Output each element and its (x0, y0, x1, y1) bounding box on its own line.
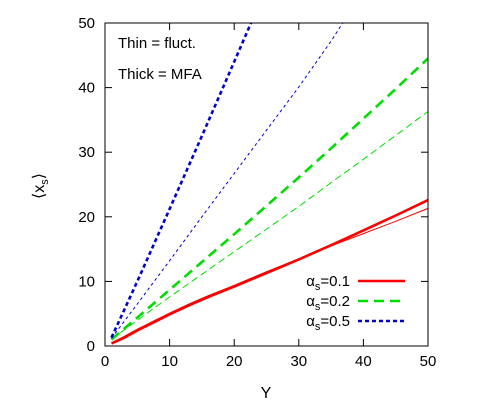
x-tick-label: 0 (101, 353, 109, 370)
y-tick-label: 0 (87, 338, 95, 355)
legend-label: αs=0.1 (306, 273, 350, 293)
y-tick-label: 10 (78, 273, 95, 290)
x-tick-label: 40 (355, 353, 372, 370)
legend: αs=0.1αs=0.2αs=0.5 (306, 273, 405, 333)
series-layer (110, 23, 428, 345)
x-tick-label: 50 (420, 353, 437, 370)
x-axis-title: Y (261, 385, 272, 402)
y-tick-label: 30 (78, 144, 95, 161)
x-tick-label: 30 (290, 353, 307, 370)
legend-label: αs=0.2 (306, 293, 350, 313)
y-tick-label: 40 (78, 80, 95, 97)
series-line-alpha-02-fluct (111, 111, 428, 340)
series-line-alpha-05-fluct (111, 23, 344, 339)
y-axis-title: ⟨xs⟩ (31, 173, 51, 199)
x-tick-label: 20 (226, 353, 243, 370)
series-line-alpha-01-fluct (111, 207, 428, 344)
x-tick-label: 10 (161, 353, 178, 370)
series-line-alpha-02-mfa (110, 57, 428, 341)
plot-frame (104, 22, 429, 347)
annotation-thin: Thin = fluct. (118, 35, 196, 52)
legend-label: αs=0.5 (306, 313, 350, 333)
series-line-alpha-05-mfa (110, 23, 253, 339)
series-line-alpha-01-mfa (110, 198, 428, 345)
y-tick-label: 20 (78, 209, 95, 226)
annotation-thick: Thick = MFA (118, 66, 202, 83)
axis-ticks: 0 10 20 30 40 50 0 10 20 30 40 50 (78, 15, 436, 370)
y-tick-label: 50 (78, 15, 95, 32)
